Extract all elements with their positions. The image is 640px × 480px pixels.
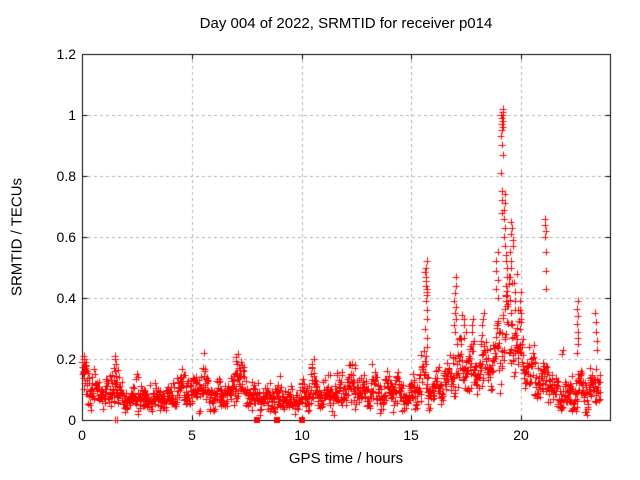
- x-tick-label-15: 15: [403, 427, 419, 443]
- x-tick-label-0: 0: [78, 427, 86, 443]
- y-tick-label-1.2: 1.2: [56, 46, 76, 62]
- x-tick-label-10: 10: [294, 427, 310, 443]
- y-tick-label-0.6: 0.6: [56, 229, 76, 245]
- y-tick-label-0: 0: [68, 412, 76, 428]
- x-tick-label-20: 20: [513, 427, 529, 443]
- chart-title: Day 004 of 2022, SRMTID for receiver p01…: [199, 15, 493, 32]
- x-axis-label: GPS time / hours: [288, 450, 404, 467]
- y-tick-label-0.4: 0.4: [56, 290, 76, 306]
- y-tick-label-1: 1: [68, 107, 76, 123]
- x-tick-label-5: 5: [188, 427, 196, 443]
- y-tick-label-0.8: 0.8: [56, 168, 76, 184]
- y-tick-label-0.2: 0.2: [56, 351, 76, 367]
